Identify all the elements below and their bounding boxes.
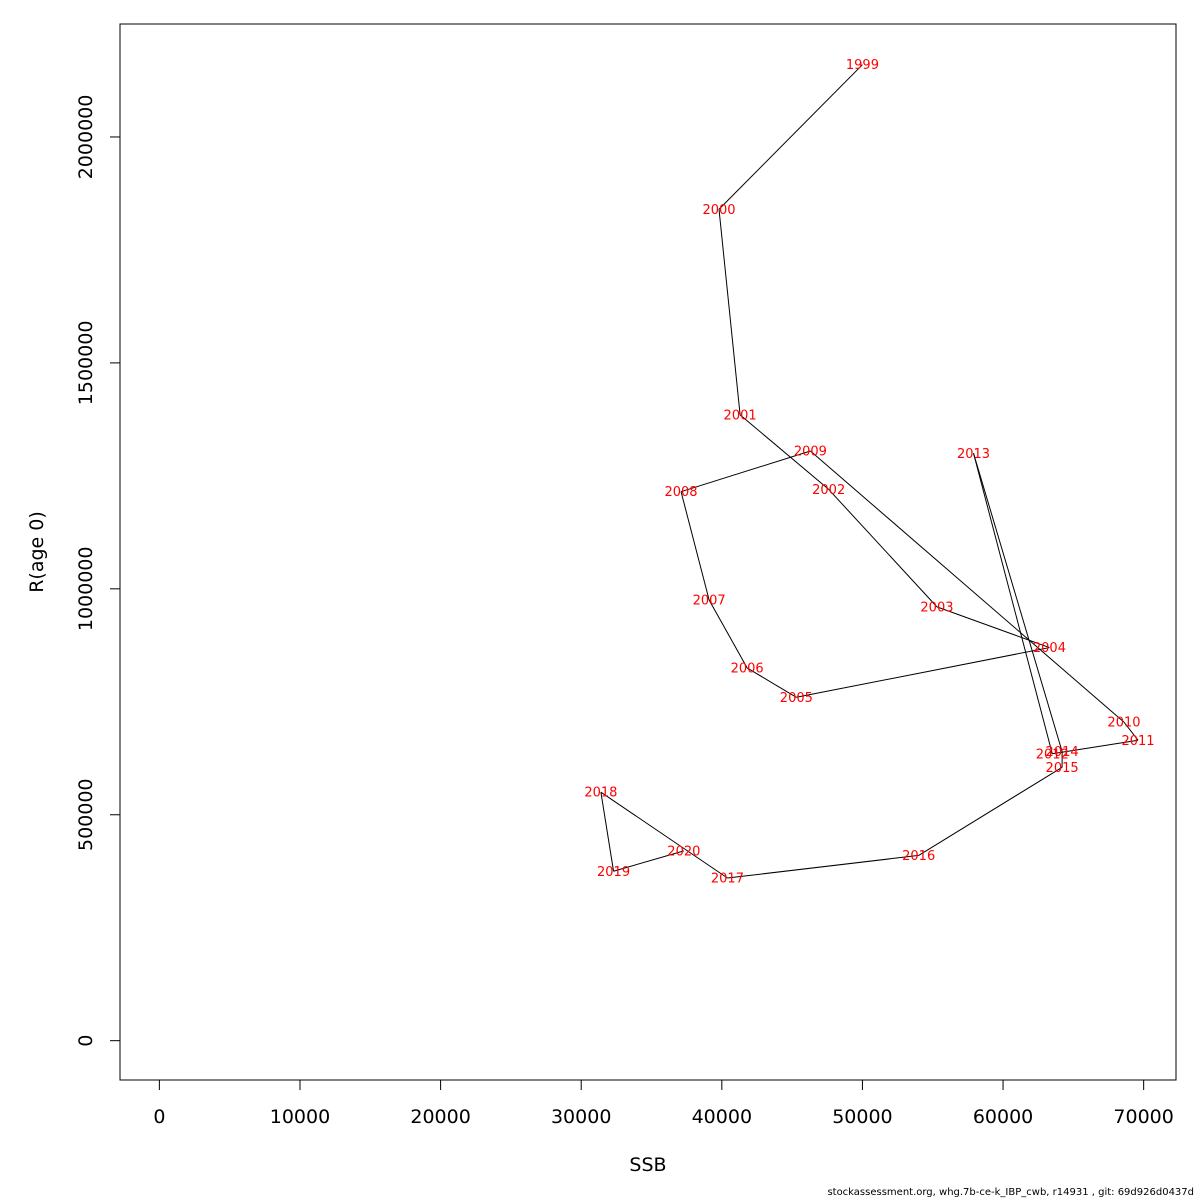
path-segment-2007-2008 bbox=[680, 491, 710, 601]
x-tick-label: 30000 bbox=[551, 1106, 611, 1128]
year-label-2018: 2018 bbox=[584, 786, 617, 801]
year-label-2012: 2012 bbox=[1036, 747, 1069, 762]
path-segment-2019-2020 bbox=[613, 850, 684, 872]
year-label-2004: 2004 bbox=[1033, 641, 1066, 656]
year-label-2006: 2006 bbox=[731, 661, 764, 676]
y-axis-title: R(age 0) bbox=[26, 511, 48, 593]
path-segment-2013-2014 bbox=[973, 453, 1063, 752]
x-tick-label: 70000 bbox=[1113, 1106, 1173, 1128]
path-segment-1999-2000 bbox=[718, 64, 863, 210]
x-tick-label: 50000 bbox=[832, 1106, 892, 1128]
path-segment-2005-2006 bbox=[746, 667, 797, 698]
y-tick-label: 1500000 bbox=[75, 321, 97, 406]
year-label-2007: 2007 bbox=[693, 594, 726, 609]
year-label-2014: 2014 bbox=[1046, 745, 1079, 760]
path-segment-2012-2013 bbox=[973, 453, 1053, 754]
path-segment-2009-2010 bbox=[810, 450, 1125, 723]
year-label-1999: 1999 bbox=[846, 58, 879, 73]
path-segment-2002-2003 bbox=[828, 489, 938, 608]
x-tick-label: 0 bbox=[153, 1106, 165, 1128]
year-label-2009: 2009 bbox=[794, 445, 827, 460]
path-segment-2008-2009 bbox=[680, 450, 811, 493]
x-tick-label: 10000 bbox=[270, 1106, 330, 1128]
year-label-2020: 2020 bbox=[667, 844, 700, 859]
path-segment-2004-2005 bbox=[796, 647, 1050, 698]
x-axis-title: SSB bbox=[629, 1154, 666, 1176]
x-tick-label: 60000 bbox=[973, 1106, 1033, 1128]
y-axis: 0 500000 1000000 1500000 2000000 bbox=[75, 95, 121, 1047]
path-segment-2017-2018 bbox=[600, 791, 728, 879]
series-path bbox=[600, 64, 1139, 879]
year-label-2002: 2002 bbox=[812, 483, 845, 498]
path-segment-2010-2011 bbox=[1123, 721, 1139, 741]
path-segment-2011-2012 bbox=[1052, 739, 1139, 755]
path-segment-2015-2016 bbox=[918, 766, 1063, 856]
path-segment-2018-2019 bbox=[600, 792, 615, 872]
year-label-2019: 2019 bbox=[597, 865, 630, 880]
path-segment-2001-2002 bbox=[739, 414, 830, 490]
year-label-2010: 2010 bbox=[1107, 716, 1140, 731]
year-label-2008: 2008 bbox=[664, 485, 697, 500]
year-label-2005: 2005 bbox=[780, 691, 813, 706]
plot-frame bbox=[119, 23, 1177, 1081]
x-tick-label: 40000 bbox=[692, 1106, 752, 1128]
x-tick-label: 20000 bbox=[410, 1106, 470, 1128]
y-tick-label: 1000000 bbox=[75, 547, 97, 632]
year-label-2013: 2013 bbox=[957, 447, 990, 462]
year-label-2017: 2017 bbox=[711, 872, 744, 887]
year-label-2001: 2001 bbox=[724, 408, 757, 423]
path-segment-2016-2017 bbox=[727, 854, 919, 879]
year-label-2016: 2016 bbox=[902, 849, 935, 864]
y-tick-label: 500000 bbox=[75, 778, 97, 851]
year-labels: 1999 2000 2001 2002 2003 2004 2005 2006 2007 2008… bbox=[584, 58, 1154, 886]
path-segment-2000-2001 bbox=[718, 209, 741, 415]
y-tick-label: 0 bbox=[75, 1035, 97, 1047]
year-label-2003: 2003 bbox=[920, 600, 953, 615]
path-segment-2006-2007 bbox=[708, 599, 748, 669]
x-axis: 0 10000 20000 30000 40000 50000 60000 70000 bbox=[153, 1079, 1174, 1128]
footer-credit: stockassessment.org, whg.7b-ce-k_IBP_cwb… bbox=[827, 1187, 1194, 1198]
y-tick-label: 2000000 bbox=[75, 95, 97, 180]
year-label-2015: 2015 bbox=[1046, 761, 1079, 776]
year-label-2011: 2011 bbox=[1121, 734, 1154, 749]
year-label-2000: 2000 bbox=[702, 203, 735, 218]
path-segment-2003-2004 bbox=[936, 606, 1050, 649]
